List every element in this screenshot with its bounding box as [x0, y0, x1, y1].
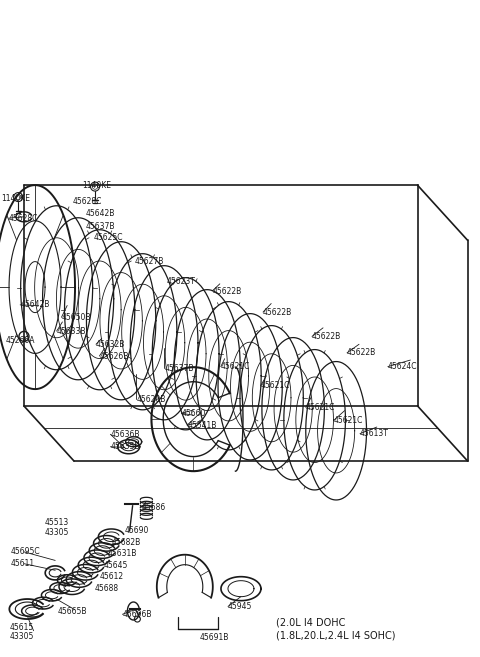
Text: 45622B: 45622B: [347, 348, 376, 357]
Text: 45622B: 45622B: [312, 332, 341, 341]
Text: 45621C: 45621C: [221, 362, 250, 371]
Text: 45642B: 45642B: [20, 300, 49, 309]
Text: 45266A: 45266A: [6, 336, 35, 345]
Text: 45632B: 45632B: [96, 340, 125, 349]
Text: 45621C: 45621C: [306, 403, 335, 412]
Text: 45620B: 45620B: [136, 395, 166, 404]
Text: 45686: 45686: [142, 503, 166, 512]
Text: 45645: 45645: [104, 561, 128, 570]
Text: (1.8L,20.L,2.4L I4 SOHC): (1.8L,20.L,2.4L I4 SOHC): [276, 631, 396, 641]
Text: 45637B: 45637B: [164, 364, 193, 373]
Text: 45627B: 45627B: [134, 257, 164, 266]
Text: (2.0L I4 DOHC: (2.0L I4 DOHC: [276, 618, 346, 628]
Text: 45628C: 45628C: [9, 214, 38, 223]
Text: 45624C: 45624C: [388, 362, 417, 371]
Text: 45631B: 45631B: [108, 549, 137, 558]
Text: 45665B: 45665B: [58, 606, 87, 616]
Text: 45696B: 45696B: [122, 610, 152, 619]
Text: 45945: 45945: [228, 602, 252, 611]
Text: 45611: 45611: [11, 559, 35, 568]
Text: 45615
43305: 45615 43305: [10, 623, 34, 641]
Text: 1140KE: 1140KE: [83, 181, 111, 190]
Text: 45660: 45660: [181, 409, 206, 418]
Text: 45541B: 45541B: [187, 420, 216, 430]
Text: 45695C: 45695C: [11, 547, 40, 556]
Text: 45625C: 45625C: [94, 233, 123, 242]
Text: 45691B: 45691B: [199, 633, 228, 642]
Text: 45621C: 45621C: [334, 416, 363, 425]
Text: 45637B: 45637B: [85, 222, 115, 231]
Text: 45612: 45612: [99, 572, 123, 581]
Text: 1140KE: 1140KE: [1, 194, 30, 203]
Text: 45621C: 45621C: [261, 381, 290, 390]
Text: 45513
43305: 45513 43305: [45, 518, 69, 537]
Text: 45613T: 45613T: [360, 429, 389, 438]
Text: 45682B: 45682B: [112, 538, 141, 547]
Text: 45642B: 45642B: [85, 209, 115, 218]
Text: 45636B: 45636B: [110, 430, 140, 439]
Text: 45650B: 45650B: [61, 313, 91, 322]
Text: 45688: 45688: [95, 583, 119, 593]
Text: 45622B: 45622B: [263, 307, 292, 317]
Text: 45628C: 45628C: [73, 196, 102, 206]
Text: 45635B: 45635B: [110, 442, 140, 451]
Text: 45690: 45690: [125, 526, 149, 535]
Text: 45626B: 45626B: [99, 352, 129, 361]
Text: 45633B: 45633B: [57, 327, 86, 336]
Text: 45623T: 45623T: [167, 277, 196, 286]
Text: 45622B: 45622B: [212, 286, 241, 296]
